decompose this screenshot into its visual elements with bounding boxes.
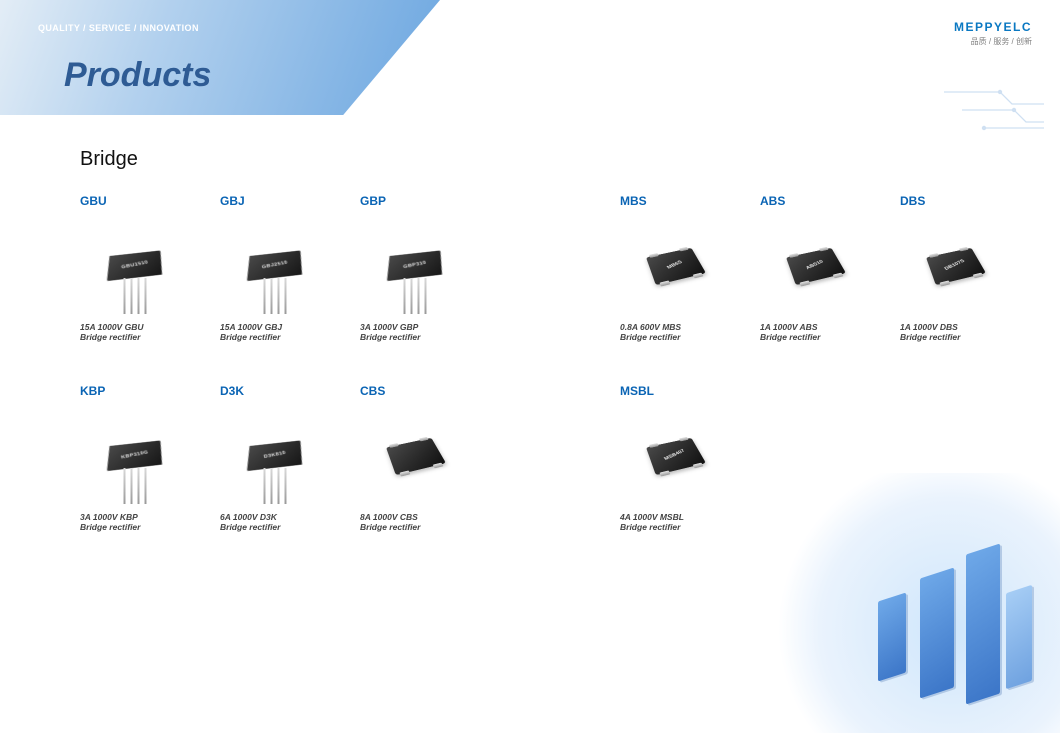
product-card[interactable]: GBP GBP310 3A 1000V GBP Bridge rectifier <box>360 194 500 342</box>
product-spec: 15A 1000V GBJ <box>220 322 360 332</box>
product-type: Bridge rectifier <box>80 522 220 532</box>
component-icon: GBJ2510 <box>220 222 330 308</box>
product-type: Bridge rectifier <box>220 332 360 342</box>
product-card[interactable]: ABS ABS10 1A 1000V ABS Bridge rectifier <box>760 194 900 342</box>
product-card[interactable]: MBS MB6S 0.8A 600V MBS Bridge rectifier <box>620 194 760 342</box>
component-icon: MSB407 <box>620 412 730 498</box>
product-code: MBS <box>620 194 760 208</box>
component-icon: MB6S <box>620 222 730 308</box>
product-card[interactable]: GBU GBU1510 15A 1000V GBU Bridge rectifi… <box>80 194 220 342</box>
component-icon: DB107S <box>900 222 1010 308</box>
product-code: KBP <box>80 384 220 398</box>
product-spec: 1A 1000V DBS <box>900 322 1040 332</box>
product-spec: 6A 1000V D3K <box>220 512 360 522</box>
product-type: Bridge rectifier <box>760 332 900 342</box>
product-card[interactable]: CBS 8A 1000V CBS Bridge rectifier <box>360 384 500 532</box>
product-spec: 8A 1000V CBS <box>360 512 500 522</box>
brand-subtitle: 品质 / 服务 / 创新 <box>954 36 1032 47</box>
product-spec: 0.8A 600V MBS <box>620 322 760 332</box>
product-code: D3K <box>220 384 360 398</box>
product-card[interactable]: KBP KBP310G 3A 1000V KBP Bridge rectifie… <box>80 384 220 532</box>
product-code: CBS <box>360 384 500 398</box>
brand-block: MEPPYELC 品质 / 服务 / 创新 <box>954 20 1032 47</box>
product-code: ABS <box>760 194 900 208</box>
product-code: GBJ <box>220 194 360 208</box>
product-code: MSBL <box>620 384 760 398</box>
product-type: Bridge rectifier <box>620 522 760 532</box>
product-card[interactable]: D3K D3K810 6A 1000V D3K Bridge rectifier <box>220 384 360 532</box>
city-illustration-icon <box>770 473 1060 733</box>
brand-logo: MEPPYELC <box>954 20 1032 34</box>
component-icon: GBU1510 <box>80 222 190 308</box>
product-code: GBP <box>360 194 500 208</box>
section-title: Bridge <box>80 148 138 171</box>
product-card[interactable]: DBS DB107S 1A 1000V DBS Bridge rectifier <box>900 194 1040 342</box>
product-type: Bridge rectifier <box>80 332 220 342</box>
tagline: QUALITY / SERVICE / INNOVATION <box>38 23 199 33</box>
product-card[interactable]: GBJ GBJ2510 15A 1000V GBJ Bridge rectifi… <box>220 194 360 342</box>
product-type: Bridge rectifier <box>620 332 760 342</box>
product-code: DBS <box>900 194 1040 208</box>
circuit-decoration-icon <box>944 80 1044 140</box>
component-icon: GBP310 <box>360 222 470 308</box>
component-icon: ABS10 <box>760 222 870 308</box>
product-code: GBU <box>80 194 220 208</box>
product-type: Bridge rectifier <box>360 522 500 532</box>
product-spec: 3A 1000V GBP <box>360 322 500 332</box>
component-icon <box>360 412 470 498</box>
component-icon: KBP310G <box>80 412 190 498</box>
product-type: Bridge rectifier <box>360 332 500 342</box>
product-card[interactable]: MSBL MSB407 4A 1000V MSBL Bridge rectifi… <box>620 384 760 532</box>
product-type: Bridge rectifier <box>900 332 1040 342</box>
product-spec: 15A 1000V GBU <box>80 322 220 332</box>
page-title: Products <box>64 56 211 95</box>
product-spec: 1A 1000V ABS <box>760 322 900 332</box>
product-type: Bridge rectifier <box>220 522 360 532</box>
product-spec: 4A 1000V MSBL <box>620 512 760 522</box>
product-spec: 3A 1000V KBP <box>80 512 220 522</box>
component-icon: D3K810 <box>220 412 330 498</box>
